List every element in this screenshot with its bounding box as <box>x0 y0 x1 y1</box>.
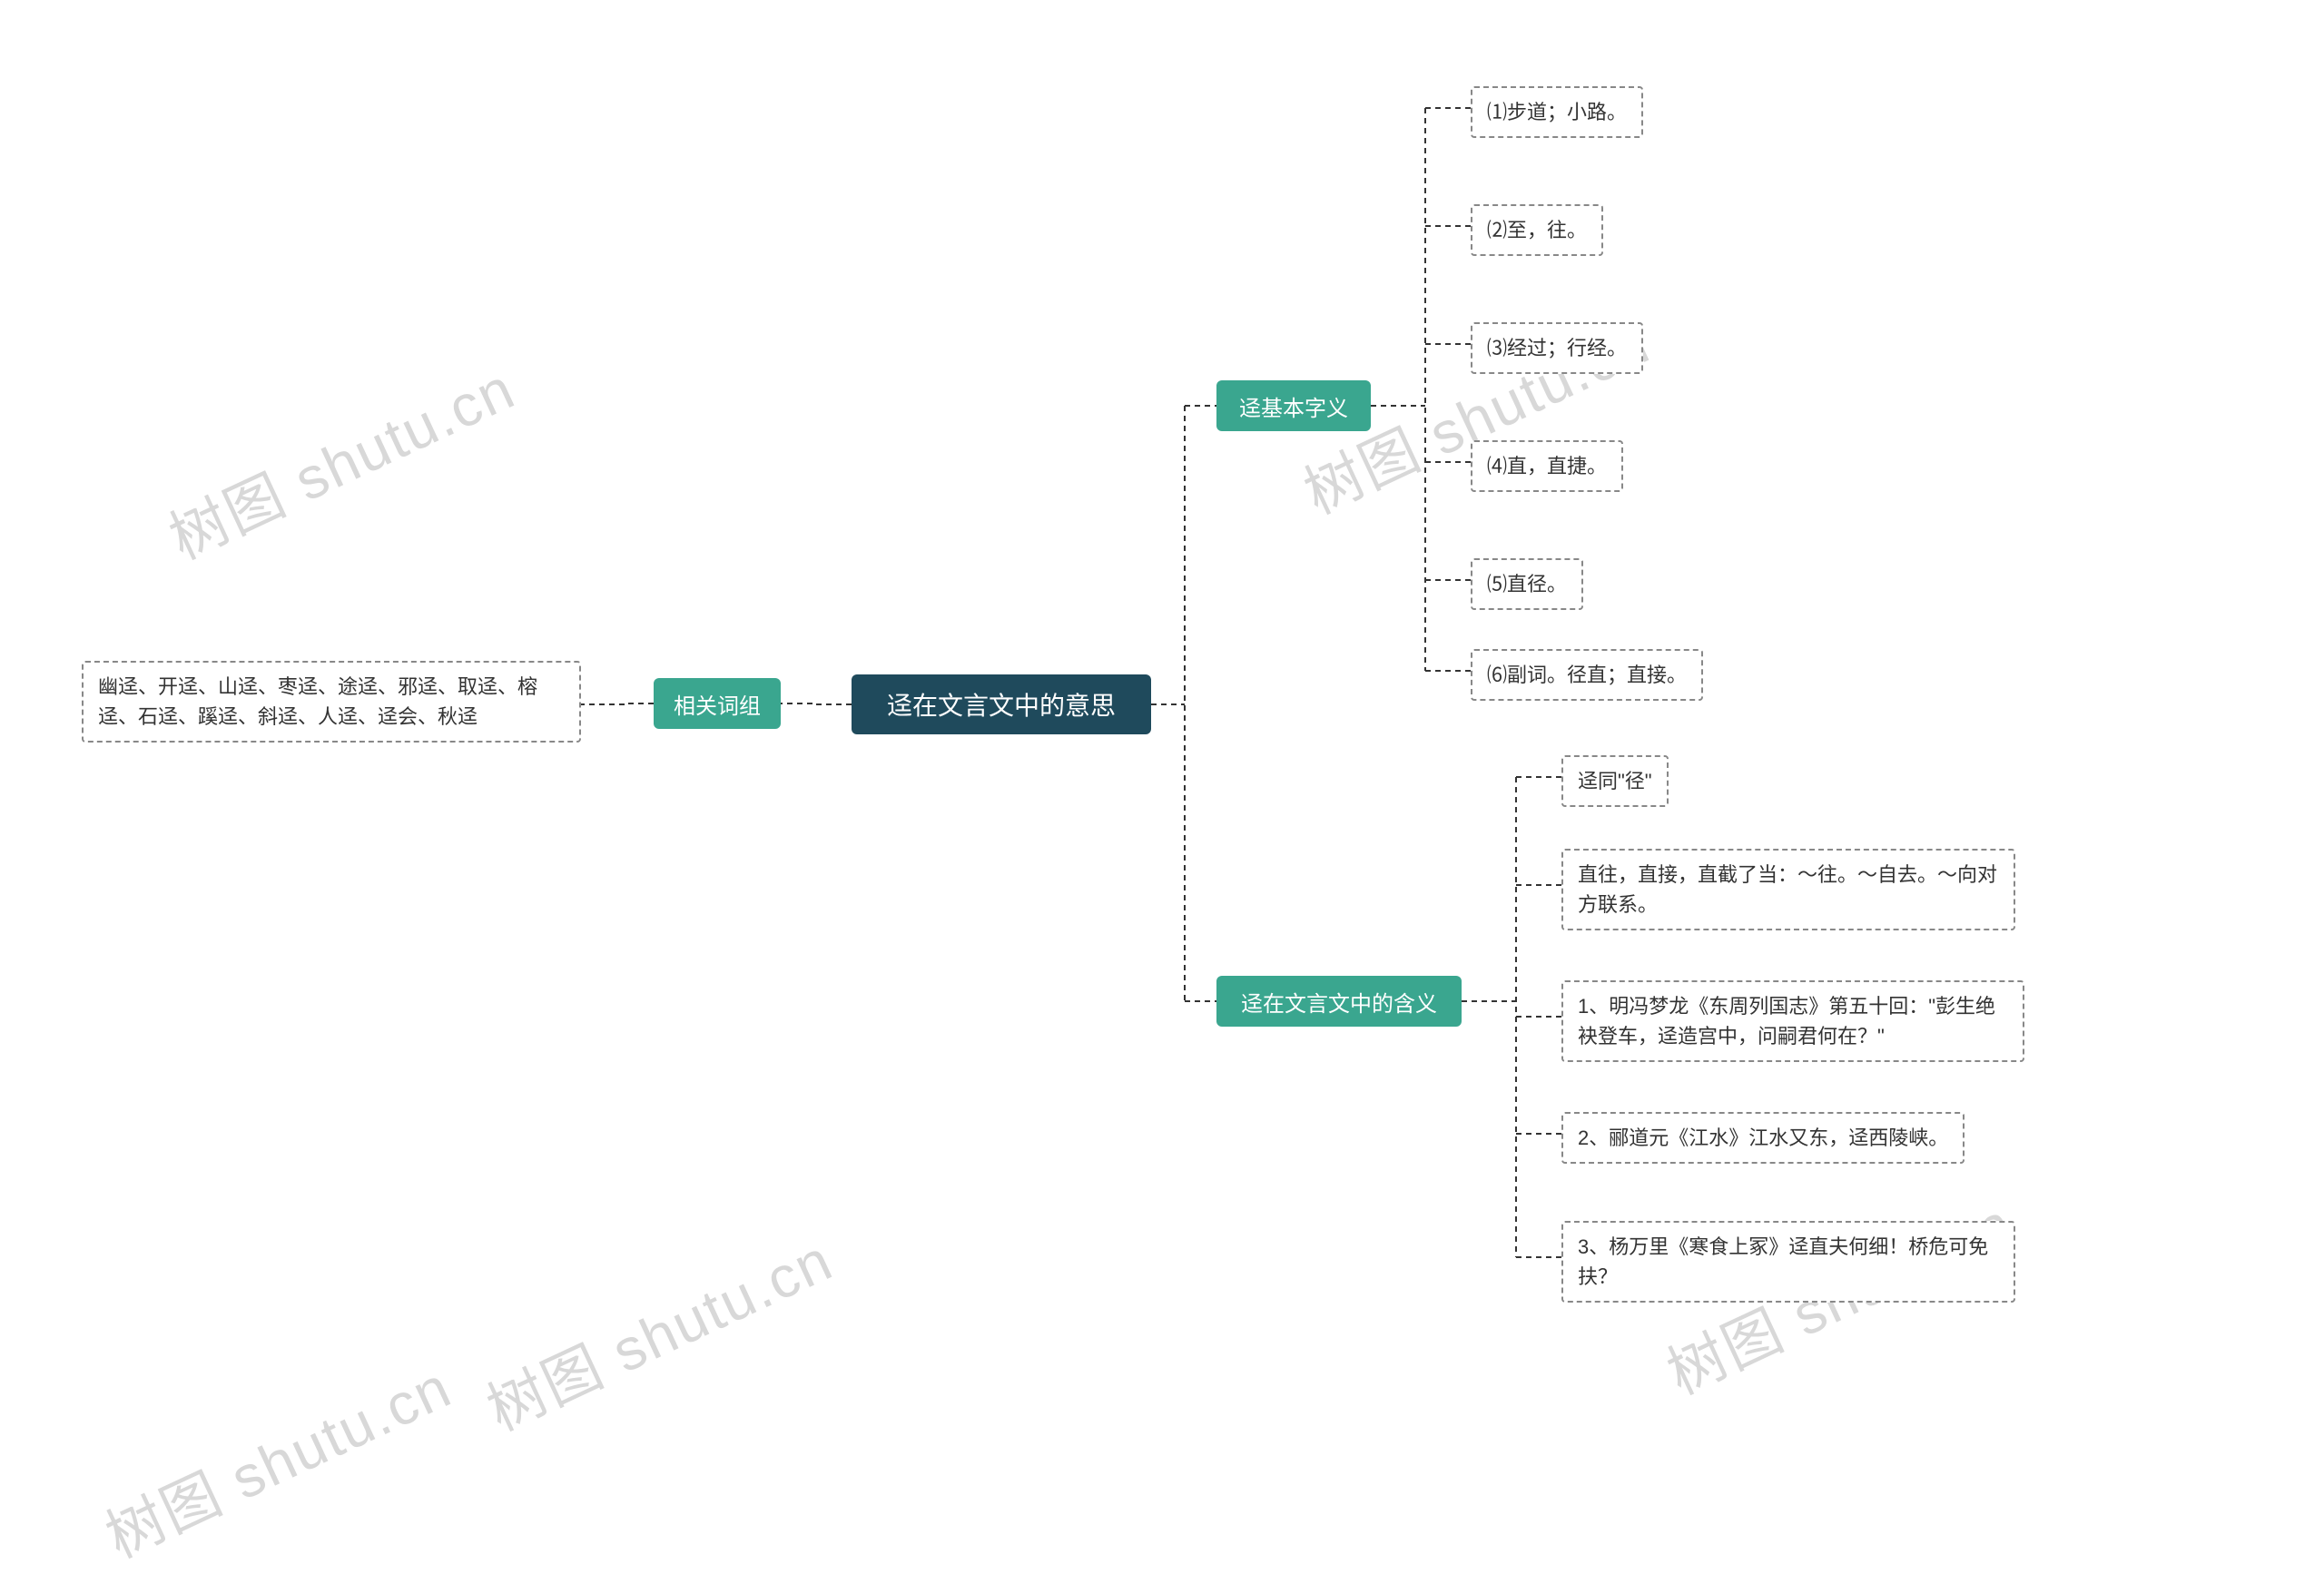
leaf-classical-3: 1、明冯梦龙《东周列国志》第五十回："彭生绝袂登车，迳造宫中，问嗣君何在？" <box>1561 980 2024 1062</box>
leaf-classical-4: 2、郦道元《江水》江水又东，迳西陵峡。 <box>1561 1112 1965 1164</box>
branch-related-words[interactable]: 相关词组 <box>654 678 781 729</box>
watermark: 树图 shutu.cn <box>154 343 527 576</box>
root-node[interactable]: 迳在文言文中的意思 <box>852 674 1151 734</box>
watermark: 树图 shutu.cn <box>472 1215 844 1448</box>
branch-classical-meaning[interactable]: 迳在文言文中的含义 <box>1216 976 1462 1027</box>
leaf-related-words-list: 幽迳、开迳、山迳、枣迳、途迳、邪迳、取迳、榕迳、石迳、蹊迳、斜迳、人迳、迳会、秋… <box>82 661 581 743</box>
leaf-meaning-4: ⑷直，直捷。 <box>1471 440 1623 492</box>
branch-basic-meaning[interactable]: 迳基本字义 <box>1216 380 1371 431</box>
leaf-meaning-5: ⑸直径。 <box>1471 558 1583 610</box>
leaf-classical-5: 3、杨万里《寒食上冢》迳直夫何细！桥危可免扶？ <box>1561 1221 2015 1303</box>
leaf-meaning-6: ⑹副词。径直；直接。 <box>1471 649 1703 701</box>
leaf-classical-2: 直往，直接，直截了当：～往。～自去。～向对方联系。 <box>1561 849 2015 930</box>
leaf-classical-1: 迳同"径" <box>1561 755 1669 807</box>
leaf-meaning-1: ⑴步道；小路。 <box>1471 86 1643 138</box>
leaf-meaning-2: ⑵至，往。 <box>1471 204 1603 256</box>
leaf-meaning-3: ⑶经过；行经。 <box>1471 322 1643 374</box>
watermark: 树图 shutu.cn <box>91 1342 463 1574</box>
